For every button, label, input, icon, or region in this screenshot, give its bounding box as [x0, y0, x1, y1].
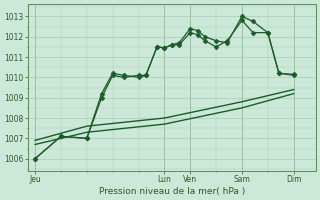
X-axis label: Pression niveau de la mer( hPa ): Pression niveau de la mer( hPa )	[99, 187, 245, 196]
